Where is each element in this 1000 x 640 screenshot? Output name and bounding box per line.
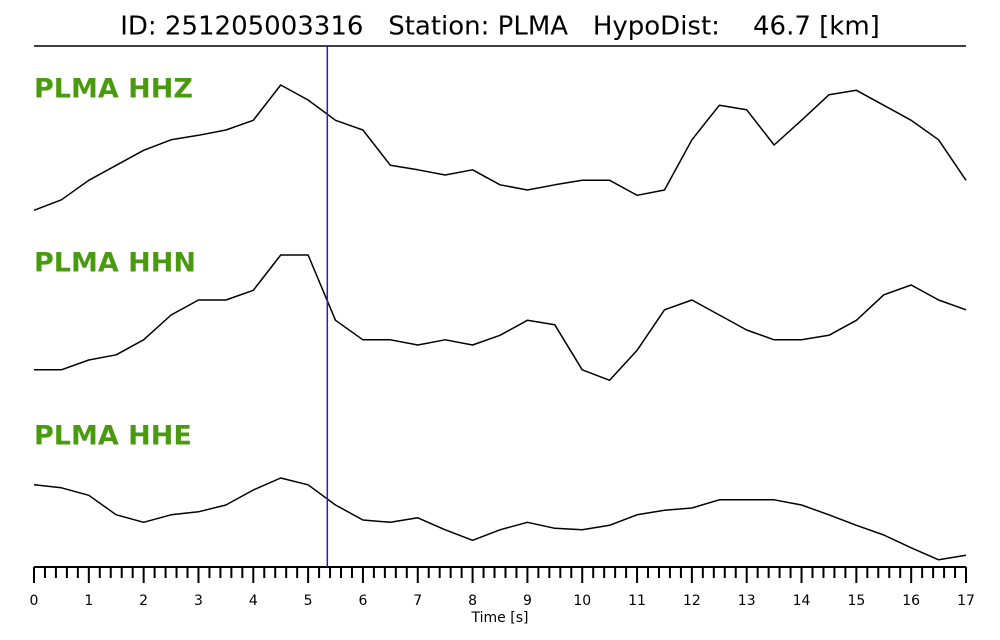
x-tick-label: 2 <box>139 593 148 609</box>
x-tick-label: 15 <box>847 593 865 609</box>
trace-label: PLMA HHZ <box>34 74 193 105</box>
x-tick-label: 12 <box>683 593 701 609</box>
trace <box>33 84 967 212</box>
x-tick-label: 8 <box>468 593 477 609</box>
x-tick-label: 3 <box>194 593 203 609</box>
x-tick-label: 14 <box>793 593 811 609</box>
chart-title: ID: 251205003316 Station: PLMA HypoDist:… <box>120 12 880 42</box>
x-tick-label: 16 <box>902 593 920 609</box>
x-tick-label: 11 <box>628 593 646 609</box>
x-tick-label: 9 <box>523 593 532 609</box>
trace <box>34 254 967 382</box>
x-tick-label: 6 <box>358 593 367 609</box>
x-tick-label: 13 <box>738 593 756 609</box>
x-tick-label: 1 <box>84 593 93 609</box>
x-tick-label: 10 <box>573 593 591 609</box>
x-tick-label: 5 <box>304 593 313 609</box>
trace <box>33 477 967 561</box>
x-tick-label: 7 <box>413 593 422 609</box>
x-tick-label: 4 <box>249 593 258 609</box>
x-tick-label: 0 <box>30 593 39 609</box>
trace-label: PLMA HHN <box>34 248 196 279</box>
x-tick-label: 17 <box>957 593 975 609</box>
trace-label: PLMA HHE <box>34 421 192 452</box>
x-axis-label: Time [s] <box>471 610 529 626</box>
